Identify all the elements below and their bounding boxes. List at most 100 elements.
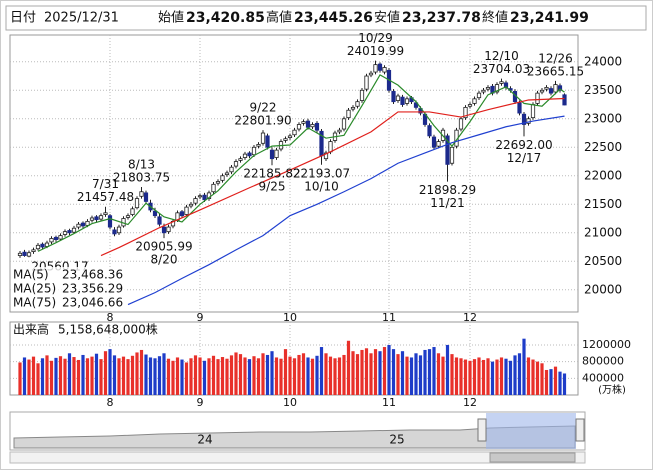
volume-bar xyxy=(418,355,423,395)
annotation-date: 12/10 xyxy=(484,49,519,63)
volume-bar xyxy=(225,358,229,395)
candle-body xyxy=(557,85,563,91)
volume-bar xyxy=(166,358,171,395)
annotation-date: 12/26 xyxy=(538,51,573,65)
field-value: 23,445.26 xyxy=(294,10,373,26)
volume-bar xyxy=(414,353,418,395)
volume-bar xyxy=(153,358,157,395)
volume-bar xyxy=(378,351,382,395)
candle-body xyxy=(337,129,342,133)
volume-bar xyxy=(229,355,234,395)
y-tick-label: 22000 xyxy=(584,168,622,182)
volume-bar xyxy=(31,356,36,395)
x-tick-label: 11 xyxy=(382,311,396,324)
volume-bar xyxy=(198,357,202,395)
candle-body xyxy=(130,208,135,215)
volume-bar xyxy=(400,351,405,395)
volume-bar xyxy=(121,356,126,395)
volume-bar xyxy=(234,352,238,395)
volume-bar xyxy=(355,354,360,395)
volume-bar xyxy=(346,340,351,395)
candle-body xyxy=(233,161,239,167)
volume-bar xyxy=(135,352,139,395)
y-tick-label: 20500 xyxy=(584,254,622,268)
volume-bar xyxy=(310,358,315,395)
volume-bar xyxy=(54,357,58,395)
candle-body xyxy=(62,231,68,235)
volume-bar xyxy=(148,357,153,395)
annotation-price: 22692.00 xyxy=(495,138,552,152)
volume-bar xyxy=(72,357,76,395)
volume-bar xyxy=(535,361,540,395)
volume-bar xyxy=(306,357,310,395)
ma-line xyxy=(100,97,565,257)
candle-body xyxy=(463,106,468,119)
volume-bar xyxy=(382,347,387,395)
field-value: 23,241.99 xyxy=(510,10,589,26)
volume-bar xyxy=(130,355,135,395)
volume-bar xyxy=(459,358,463,395)
annotation-date: 11/21 xyxy=(430,196,465,210)
candle-body xyxy=(341,118,347,130)
annotation-price: 22193.07 xyxy=(293,166,350,180)
candle-body xyxy=(314,122,320,131)
volume-bar xyxy=(238,354,243,395)
volume-bar xyxy=(373,349,378,395)
volume-bar xyxy=(436,353,441,395)
navigator-handle-right[interactable] xyxy=(575,418,585,442)
candle-body xyxy=(251,146,257,156)
labels: 20000 20500 21000 21500 22000 22500 23000 23500… xyxy=(13,54,631,409)
candle-body xyxy=(413,102,419,108)
volume-bar xyxy=(76,359,81,395)
volume-bar xyxy=(171,360,175,395)
volume-bar xyxy=(40,358,45,395)
volume-bar xyxy=(81,354,85,395)
candle-body xyxy=(94,216,99,221)
navigator-label: 25 xyxy=(389,433,404,447)
volume-bar xyxy=(445,344,450,395)
volume-bar xyxy=(45,355,49,395)
volume-bar xyxy=(207,358,211,395)
volume-label: 出来高 xyxy=(13,322,49,337)
volume-bar xyxy=(450,354,454,395)
volume-tick-label: 1200000 xyxy=(582,338,631,351)
annotation-date: 9/22 xyxy=(250,101,277,115)
candle-body xyxy=(107,215,113,228)
candle-body xyxy=(220,175,225,181)
volume-bar xyxy=(175,357,180,395)
volume-bar xyxy=(490,361,495,395)
volume-bar xyxy=(243,357,247,395)
volume-bar xyxy=(522,338,526,395)
volume-bar xyxy=(477,357,481,395)
field-label: 始値 xyxy=(158,10,184,26)
candle-body xyxy=(197,195,203,198)
volume-bar xyxy=(265,354,270,395)
y-tick-label: 23500 xyxy=(584,83,622,97)
candle-body xyxy=(31,249,36,252)
volume-bar xyxy=(328,356,333,395)
candle-body xyxy=(283,138,288,141)
volume-bar xyxy=(495,359,499,395)
price-panel xyxy=(9,34,579,313)
legend-value: 23,356.29 xyxy=(62,282,123,296)
volume-bar xyxy=(558,371,562,395)
candle-body xyxy=(305,120,311,128)
y-tick-label: 21000 xyxy=(584,225,622,239)
volume-bar xyxy=(562,373,567,395)
candle-body xyxy=(458,118,464,130)
volume-bar xyxy=(90,356,94,395)
candle-body xyxy=(26,252,32,257)
navigator-selection[interactable] xyxy=(486,413,576,449)
candle-body xyxy=(350,106,356,110)
scrollbar[interactable] xyxy=(9,451,586,464)
volume-bar xyxy=(333,358,337,395)
y-tick-label: 22500 xyxy=(584,140,622,154)
y-tick-label: 21500 xyxy=(584,197,622,211)
candle-body xyxy=(431,136,437,148)
volume-bar xyxy=(288,356,292,395)
navigator-handle-left[interactable] xyxy=(477,418,487,442)
candle-body xyxy=(22,251,27,256)
candle-body xyxy=(296,124,302,130)
volume-bar xyxy=(342,354,346,395)
scrollbar-thumb[interactable] xyxy=(489,452,576,463)
